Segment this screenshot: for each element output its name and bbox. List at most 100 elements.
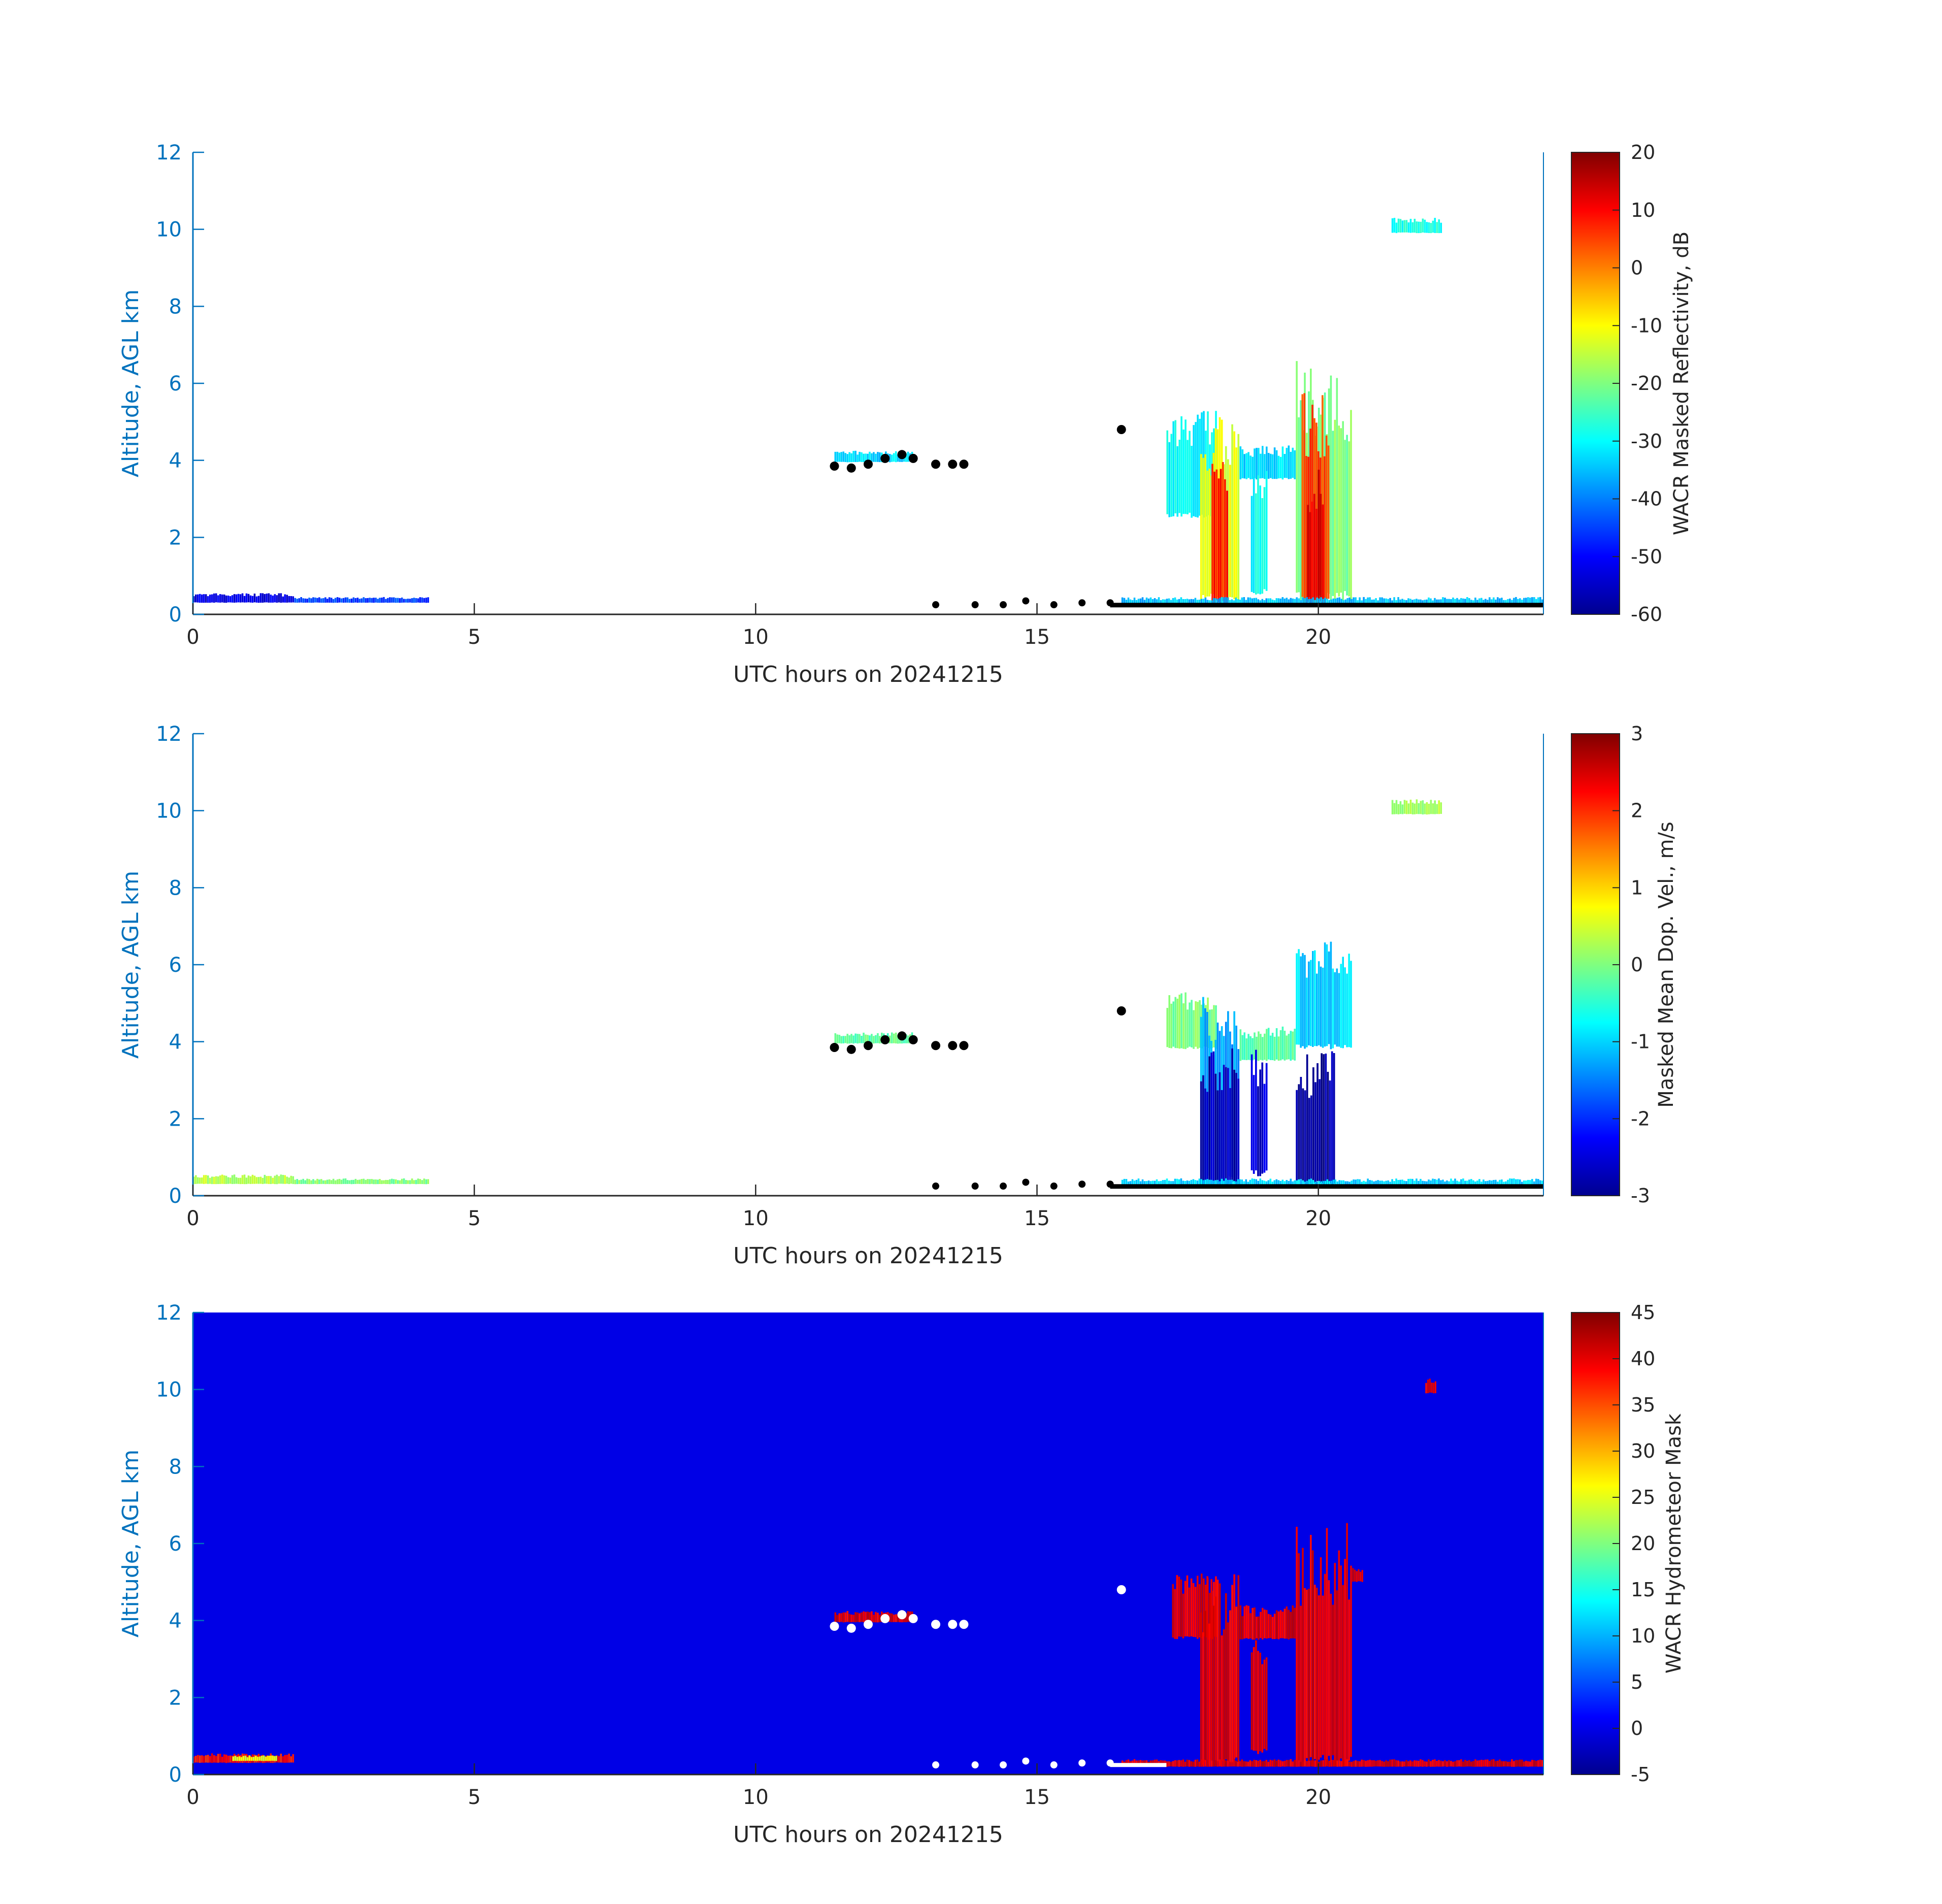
echo-streak [848,452,850,463]
echo-streak [1292,598,1294,607]
echo-region [1250,1640,1268,1754]
echo-streak [1298,1179,1300,1188]
echo-streak [1418,221,1420,234]
echo-streak [865,1034,867,1044]
echo-streak [844,453,846,462]
echo-streak [1137,599,1140,607]
echo-streak [1156,599,1158,606]
echo-streak [1322,504,1324,607]
echo-streak [1253,1178,1256,1188]
echo-streak [239,1755,242,1763]
echo-streak [1493,597,1495,606]
echo-streak [1316,1760,1318,1767]
colorbar-tick-label: -40 [1631,488,1662,510]
echo-streak [1216,599,1219,607]
echo-streak [1237,434,1240,601]
echo-streak [1279,598,1282,606]
echo-streak [838,452,841,462]
echo-streak [1292,1031,1294,1060]
echo-streak [1225,597,1227,607]
echo-region [1200,1574,1240,1766]
cloud-base-marker [932,1183,939,1190]
echo-streak [1131,1179,1134,1188]
echo-streak [1221,1090,1223,1188]
echo-streak [1266,1029,1268,1061]
echo-streak [1239,1761,1241,1767]
echo-streak [867,1035,869,1044]
echo-streak [1333,1053,1335,1184]
echo-streak [1460,598,1462,607]
echo-streak [1365,599,1367,607]
echo-streak [240,1757,243,1761]
echo-streak [1254,1032,1256,1060]
echo-streak [1353,597,1355,607]
echo-streak [1239,1179,1241,1188]
echo-streak [1189,1002,1191,1047]
echo-streak [215,593,217,603]
echo-streak [1296,597,1298,607]
echo-streak [1252,456,1254,479]
echo-streak [1460,1179,1462,1188]
echo-streak [1336,1760,1338,1767]
cloud-base-marker [959,1041,969,1051]
echo-streak [233,1174,236,1184]
echo-region [193,1174,294,1185]
echo-streak [203,594,205,603]
echo-region [1211,462,1228,606]
echo-streak [284,1755,286,1763]
echo-streak [425,1179,427,1185]
echo-streak [1261,1664,1264,1753]
echo-streak [1204,454,1206,598]
echo-streak [1229,1761,1231,1767]
echo-streak [1214,1180,1217,1188]
echo-streak [1493,1180,1495,1188]
echo-streak [1180,1178,1182,1188]
echo-streak [1321,1053,1323,1184]
echo-streak [288,1177,290,1184]
echo-streak [842,1612,844,1623]
echo-streak [1444,1760,1446,1767]
echo-streak [1420,1759,1422,1767]
echo-streak [1192,1179,1195,1188]
y-tick-label: 10 [156,800,182,823]
hydrometeor-mask-axes: 0 2 4 6 8 10 12 0 5 10 15 20 [156,1301,1544,1809]
panel-hydrometeor-mask: 0 2 4 6 8 10 12 0 5 10 15 20 45 40 35 30 25 20 15 10 5 0 -5 A… [118,1301,1686,1848]
echo-streak [1529,1761,1531,1767]
echo-streak [1399,1179,1401,1188]
echo-streak [195,1756,197,1763]
echo-streak [1198,1178,1201,1188]
echo-streak [1294,1029,1296,1061]
echo-streak [306,599,308,603]
echo-streak [1401,1761,1403,1767]
echo-streak [1399,1761,1401,1767]
echo-streak [1334,419,1336,600]
echo-streak [846,454,848,463]
echo-streak [1405,1760,1407,1767]
echo-streak [1257,1086,1259,1176]
echo-streak [893,453,895,462]
surface-marker-line [1110,603,1543,608]
echo-streak [1292,1761,1294,1767]
echo-streak [1253,598,1256,607]
echo-streak [1252,1607,1254,1640]
echo-streak [1186,1759,1189,1767]
echo-streak [1298,1553,1300,1760]
y-tick-label: 2 [169,1107,182,1131]
echo-streak [326,599,328,603]
echo-streak [1318,1595,1320,1760]
echo-streak [261,593,264,603]
echo-streak [1207,411,1209,515]
echo-streak [257,1177,260,1184]
echo-streak [259,1176,262,1184]
echo-streak [1434,598,1436,607]
echo-streak [1413,218,1416,233]
echo-streak [1462,598,1464,607]
echo-streak [237,594,240,603]
echo-streak [1261,1180,1264,1188]
echo-streak [871,1611,873,1622]
echo-streak [248,1755,251,1761]
echo-streak [296,599,299,603]
cloud-base-marker [864,459,873,469]
y-tick-label: 6 [169,954,182,977]
echo-streak [1214,1596,1217,1764]
